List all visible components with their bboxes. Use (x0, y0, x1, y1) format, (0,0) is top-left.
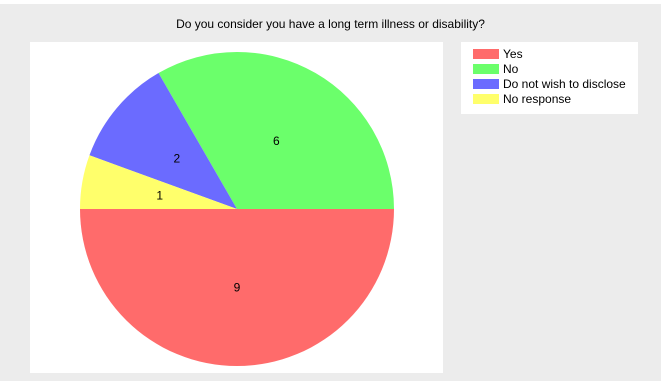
legend-label-yes: Yes (503, 47, 523, 61)
legend-label-do-not-wish: Do not wish to disclose (503, 77, 626, 91)
legend-item-no-response: No response (473, 92, 571, 106)
legend-swatch-do-not-wish (473, 78, 499, 89)
pie-slice-do-not-wish (89, 73, 237, 209)
pie-chart: 9 6 2 1 (80, 51, 394, 366)
pie-slice-yes (80, 209, 394, 366)
pie-slice-no-response (80, 155, 237, 209)
pie-label-no: 6 (273, 134, 280, 148)
legend-item-do-not-wish: Do not wish to disclose (473, 77, 626, 91)
legend-label-no-response: No response (503, 92, 572, 106)
pie-label-yes: 9 (234, 281, 241, 295)
pie-slice-no (158, 51, 394, 209)
pie-label-do-not-wish: 2 (174, 152, 181, 166)
legend-swatch-yes (473, 48, 499, 59)
chart-title: Do you consider you have a long term ill… (176, 17, 485, 31)
pie-label-no-response: 1 (156, 188, 163, 202)
legend: Yes No Do not wish to disclose No respon… (461, 42, 638, 114)
legend-swatch-no-response (473, 93, 499, 104)
legend-label-no: No (503, 62, 519, 76)
legend-item-yes: Yes (473, 47, 523, 61)
legend-item-no: No (473, 62, 518, 76)
panel-edge (614, 0, 661, 4)
plot-area: 9 6 2 1 (30, 42, 443, 373)
legend-swatch-no (473, 63, 499, 74)
